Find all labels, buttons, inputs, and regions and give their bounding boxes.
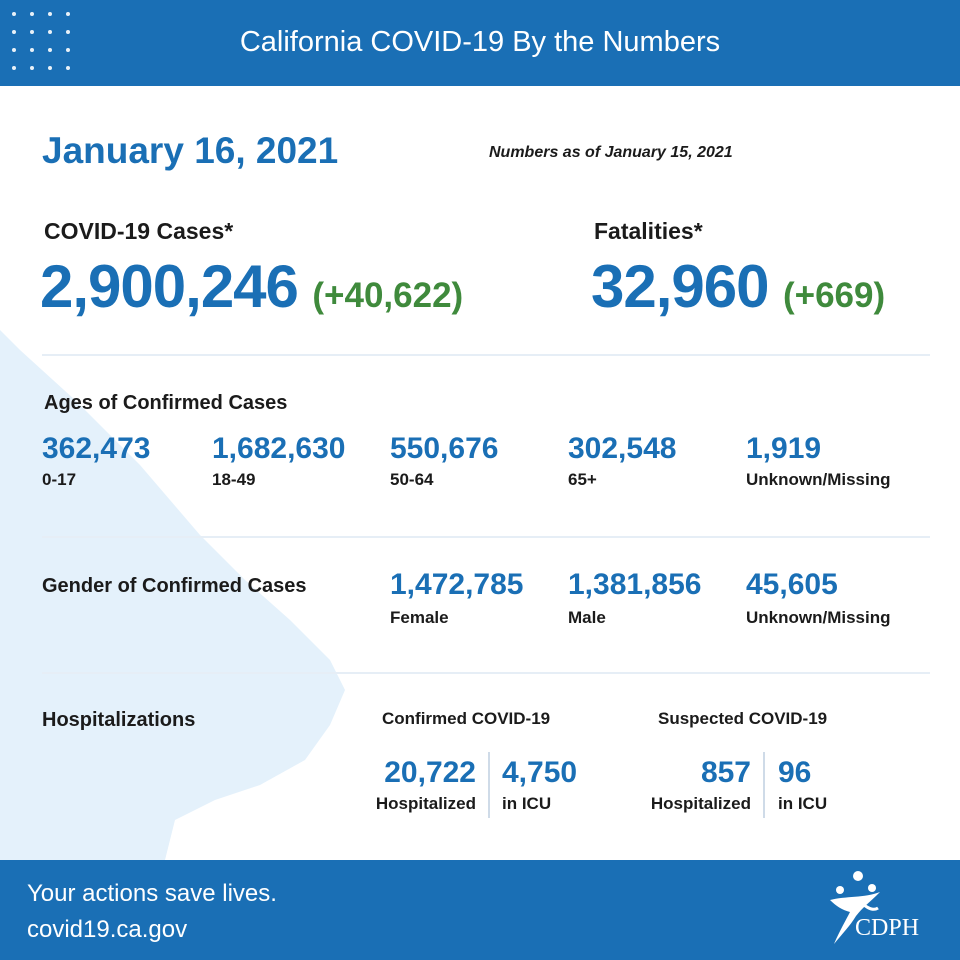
confirmed-hospitalized: 20,722 Hospitalized: [350, 756, 476, 814]
gender-group-value: 1,381,856: [568, 568, 702, 601]
gender-group-label: Unknown/Missing: [746, 608, 891, 627]
fatalities-label: Fatalities*: [594, 218, 703, 244]
california-map-icon: [0, 330, 345, 860]
cases-figure: 2,900,246 (+40,622): [40, 252, 463, 321]
footer-bar: Your actions save lives. covid19.ca.gov: [0, 860, 960, 960]
data-as-of-note: Numbers as of January 15, 2021: [489, 144, 733, 161]
suspected-icu-label: in ICU: [778, 794, 828, 813]
age-group-value: 1,682,630: [212, 432, 346, 465]
suspected-hospitalized: 857 Hospitalized: [620, 756, 751, 814]
age-group: 362,473 0-17: [42, 432, 150, 490]
hospitalizations-title: Hospitalizations: [42, 709, 196, 731]
report-date: January 16, 2021: [42, 130, 339, 171]
confirmed-icu-label: in ICU: [502, 794, 552, 813]
gender-group: 45,605 Unknown/Missing: [746, 568, 891, 628]
cdph-logo-icon: [830, 871, 880, 944]
header-title: California COVID-19 By the Numbers: [239, 26, 721, 58]
header-bar: California COVID-19 By the Numbers: [0, 0, 960, 86]
age-group-value: 550,676: [390, 432, 499, 465]
age-group-label: 18-49: [212, 470, 256, 489]
dot-grid-icon: [10, 10, 76, 76]
age-group: 302,548 65+: [568, 432, 676, 490]
suspected-icu: 96 in ICU: [778, 756, 827, 814]
gender-title: Gender of Confirmed Cases: [42, 575, 307, 597]
fatalities-figure: 32,960 (+669): [591, 252, 885, 321]
confirmed-subtitle: Confirmed COVID-19: [382, 709, 551, 728]
gender-group: 1,381,856 Male: [568, 568, 701, 628]
gender-group-label: Female: [390, 608, 449, 627]
age-group-label: 0-17: [42, 470, 77, 489]
divider: [42, 672, 930, 674]
gender-group-value: 45,605: [746, 568, 838, 601]
divider: [42, 354, 930, 356]
age-group-label: 65+: [568, 470, 597, 489]
age-group-value: 362,473: [42, 432, 151, 465]
ages-title: Ages of Confirmed Cases: [44, 392, 288, 414]
age-group: 550,676 50-64: [390, 432, 498, 490]
divider: [488, 752, 490, 818]
cases-value: 2,900,246: [40, 253, 299, 320]
fatalities-value: 32,960: [591, 253, 770, 320]
footer-url[interactable]: covid19.ca.gov: [27, 916, 188, 943]
divider: [763, 752, 765, 818]
cases-label: COVID-19 Cases*: [44, 218, 234, 244]
cdph-logo-text: CDPH: [855, 915, 920, 941]
confirmed-icu: 4,750 in ICU: [502, 756, 577, 814]
age-group: 1,682,630 18-49: [212, 432, 345, 490]
footer-tagline: Your actions save lives.: [27, 880, 277, 907]
cases-change: (+40,622): [312, 276, 464, 315]
age-group-value: 302,548: [568, 432, 677, 465]
age-group-label: Unknown/Missing: [746, 470, 891, 489]
gender-group: 1,472,785 Female: [390, 568, 523, 628]
age-group-label: 50-64: [390, 470, 434, 489]
gender-group-label: Male: [568, 608, 606, 627]
confirmed-icu-value: 4,750: [502, 756, 578, 789]
age-group: 1,919 Unknown/Missing: [746, 432, 891, 490]
gender-group-value: 1,472,785: [390, 568, 524, 601]
confirmed-hospitalized-label: Hospitalized: [375, 794, 476, 813]
suspected-icu-value: 96: [778, 756, 812, 789]
suspected-subtitle: Suspected COVID-19: [658, 709, 828, 728]
suspected-hospitalized-value: 857: [700, 756, 751, 789]
fatalities-change: (+669): [782, 276, 886, 315]
divider: [42, 536, 930, 538]
suspected-hospitalized-label: Hospitalized: [650, 794, 751, 813]
age-group-value: 1,919: [746, 432, 822, 465]
confirmed-hospitalized-value: 20,722: [384, 756, 476, 789]
